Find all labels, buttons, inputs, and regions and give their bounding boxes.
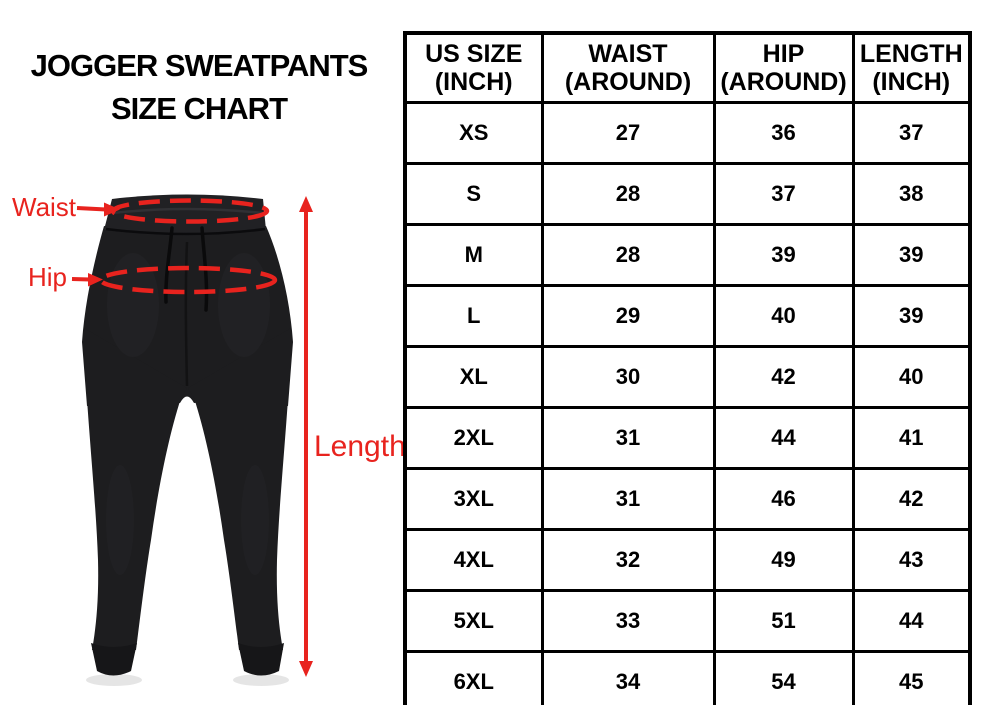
length-label: Length [314, 430, 406, 463]
size-cell: 5XL [403, 589, 544, 653]
waist-arrow-head [104, 202, 120, 217]
table-row: 6XL 34 54 45 [403, 650, 972, 705]
length-cell: 45 [851, 650, 972, 705]
hip-cell: 54 [712, 650, 855, 705]
hip-cell: 46 [712, 467, 855, 531]
length-cell: 38 [851, 162, 972, 226]
cuff-left [91, 643, 137, 676]
table-row: 4XL 32 49 43 [403, 528, 972, 592]
size-cell: 3XL [403, 467, 544, 531]
pants-right-leg [188, 328, 292, 650]
size-cell: 4XL [403, 528, 544, 592]
waist-cell: 33 [540, 589, 716, 653]
waist-cell: 29 [540, 284, 716, 348]
size-cell: 6XL [403, 650, 544, 705]
size-cell: XL [403, 345, 544, 409]
fabric-highlight-left [107, 253, 159, 357]
length-cell: 43 [851, 528, 972, 592]
size-cell: M [403, 223, 544, 287]
hip-cell: 39 [712, 223, 855, 287]
hip-measure-ellipse [98, 265, 278, 295]
waist-cell: 31 [540, 467, 716, 531]
table-row: L 29 40 39 [403, 284, 972, 348]
size-cell: L [403, 284, 544, 348]
col-header-us-size: US SIZE (INCH) [403, 31, 544, 104]
length-cell: 39 [851, 284, 972, 348]
length-cell: 42 [851, 467, 972, 531]
length-cell: 44 [851, 589, 972, 653]
center-seam [184, 241, 189, 387]
hip-cell: 37 [712, 162, 855, 226]
cuff-right [238, 643, 284, 676]
size-cell: XS [403, 101, 544, 165]
pants-diagram: Waist Hip Length [0, 0, 406, 705]
knee-highlight-right [241, 465, 269, 575]
length-arrow-head-bottom [299, 661, 313, 677]
hip-arrow-line [71, 277, 91, 282]
hip-cell: 36 [712, 101, 855, 165]
size-cell: 2XL [403, 406, 544, 470]
table-row: XS 27 36 37 [403, 101, 972, 165]
cuff-shadow-right [233, 674, 289, 686]
waist-cell: 28 [540, 223, 716, 287]
waist-cell: 28 [540, 162, 716, 226]
table-row: M 28 39 39 [403, 223, 972, 287]
length-cell: 41 [851, 406, 972, 470]
hip-label: Hip [28, 262, 68, 292]
size-cell: S [403, 162, 544, 226]
page-title: JOGGER SWEATPANTS SIZE CHART [0, 44, 398, 130]
waist-cell: 27 [540, 101, 716, 165]
col-header-waist: WAIST (AROUND) [540, 31, 716, 104]
hip-arrow-head [88, 273, 103, 287]
header-row: US SIZE (INCH) WAIST (AROUND) HIP (AROUN… [403, 31, 972, 104]
page-title-line2: SIZE CHART [111, 91, 288, 126]
hip-cell: 49 [712, 528, 855, 592]
hip-cell: 40 [712, 284, 855, 348]
waist-label: Waist [12, 192, 77, 222]
waist-cell: 34 [540, 650, 716, 705]
page-title-line1: JOGGER SWEATPANTS [30, 48, 369, 83]
hip-cell: 51 [712, 589, 855, 653]
table-row: 2XL 31 44 41 [403, 406, 972, 470]
waist-cell: 30 [540, 345, 716, 409]
table-row: 3XL 31 46 42 [403, 467, 972, 531]
table-row: S 28 37 38 [403, 162, 972, 226]
waistband-bottom-seam [105, 227, 266, 236]
pants-left-leg [83, 328, 187, 650]
drawstring-left [164, 226, 174, 304]
waist-arrow-line [76, 206, 107, 212]
hip-cell: 42 [712, 345, 855, 409]
table-row: 5XL 33 51 44 [403, 589, 972, 653]
length-cell: 39 [851, 223, 972, 287]
table-row: XL 30 42 40 [403, 345, 972, 409]
length-arrow-head-top [299, 196, 313, 212]
waistband-ridge [112, 207, 263, 215]
pants-illustration [71, 194, 313, 686]
cuff-shadow-left [86, 674, 142, 686]
length-cell: 40 [851, 345, 972, 409]
fabric-highlight-right [218, 253, 270, 357]
size-table: US SIZE (INCH) WAIST (AROUND) HIP (AROUN… [403, 31, 972, 705]
waist-cell: 32 [540, 528, 716, 592]
col-header-length: LENGTH (INCH) [851, 31, 972, 104]
size-table-container: US SIZE (INCH) WAIST (AROUND) HIP (AROUN… [403, 31, 972, 705]
hip-cell: 44 [712, 406, 855, 470]
waist-cell: 31 [540, 406, 716, 470]
col-header-hip: HIP (AROUND) [712, 31, 855, 104]
length-cell: 37 [851, 101, 972, 165]
knee-highlight-left [106, 465, 134, 575]
